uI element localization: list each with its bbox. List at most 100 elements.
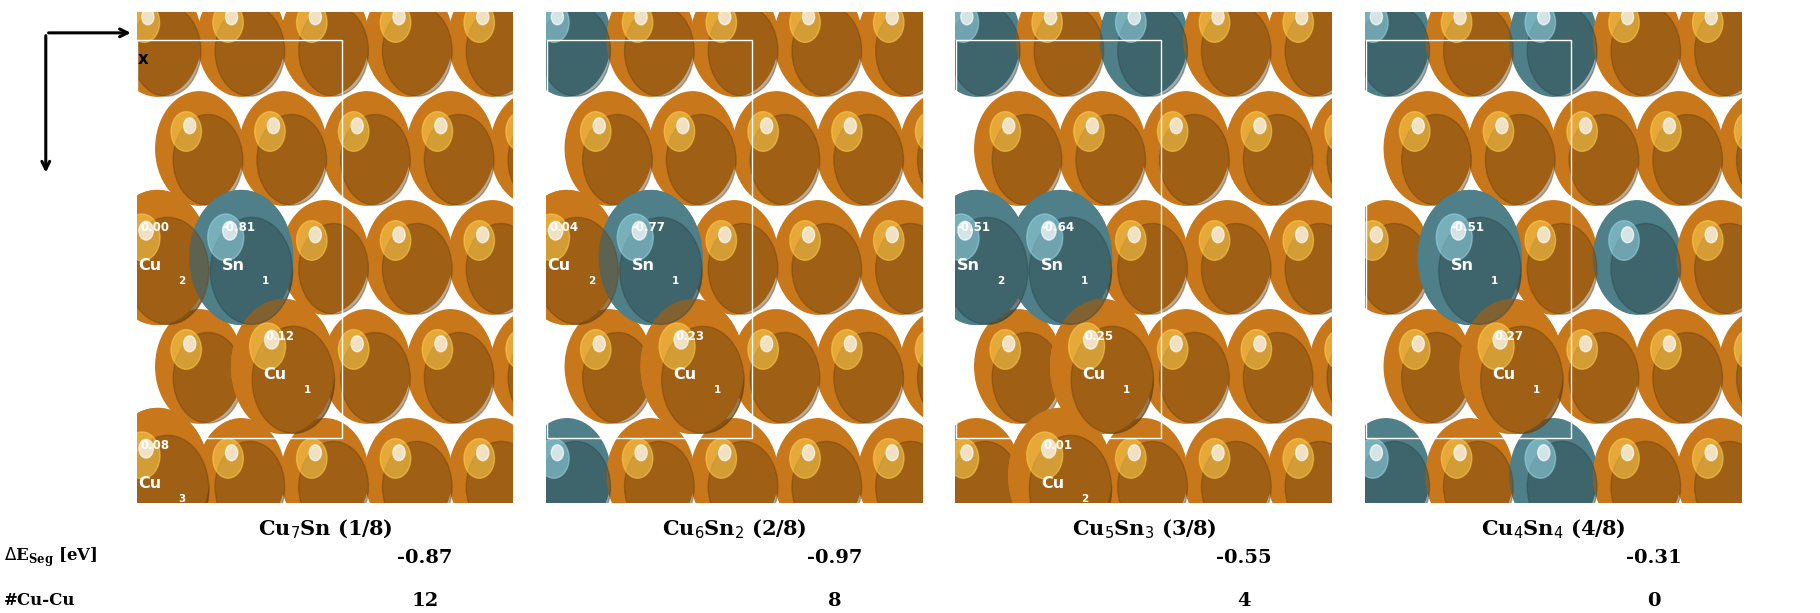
Circle shape [1538,9,1551,25]
Text: -0.51: -0.51 [1451,221,1483,234]
Circle shape [901,310,986,423]
Circle shape [1478,323,1514,370]
Circle shape [1254,118,1267,134]
Circle shape [537,218,619,324]
Circle shape [211,218,293,324]
Circle shape [366,0,451,96]
Circle shape [106,191,209,324]
Text: -0.97: -0.97 [806,549,863,567]
Circle shape [1370,9,1383,25]
Circle shape [934,0,1019,96]
Text: Cu: Cu [548,258,571,273]
Text: 0.25: 0.25 [1085,330,1114,343]
Circle shape [1026,214,1063,261]
Circle shape [834,115,903,205]
Circle shape [1128,445,1141,461]
Circle shape [450,201,535,314]
Circle shape [775,0,861,96]
Circle shape [257,115,326,205]
Circle shape [1283,221,1314,261]
Circle shape [1325,330,1356,369]
Circle shape [1720,92,1805,205]
Circle shape [1385,92,1471,205]
Circle shape [422,330,453,369]
Circle shape [1003,336,1016,352]
Circle shape [1185,419,1270,532]
Text: 0.04: 0.04 [550,221,579,234]
Circle shape [340,115,410,205]
Circle shape [632,221,646,240]
Circle shape [790,2,821,42]
Bar [956,39,1161,438]
Circle shape [1360,441,1429,532]
Circle shape [1008,408,1112,543]
Circle shape [226,9,238,25]
Circle shape [1525,2,1556,42]
Circle shape [961,445,974,461]
Circle shape [297,2,328,42]
Circle shape [1747,118,1760,134]
Circle shape [1622,9,1634,25]
Circle shape [366,419,451,532]
Text: 2: 2 [178,276,186,286]
Circle shape [491,92,577,205]
Text: 12: 12 [411,592,439,610]
Circle shape [859,0,945,96]
Text: 2: 2 [588,276,595,286]
Circle shape [408,92,493,205]
Circle shape [976,92,1061,205]
Circle shape [450,0,535,96]
Circle shape [1651,112,1682,151]
Circle shape [1117,6,1187,96]
Circle shape [138,440,153,458]
Circle shape [324,92,410,205]
Text: 0.01: 0.01 [1043,439,1072,452]
Circle shape [1032,2,1063,42]
Circle shape [1358,2,1389,42]
Circle shape [692,201,777,314]
Circle shape [859,419,945,532]
Circle shape [593,336,606,352]
Circle shape [138,221,153,240]
Circle shape [382,224,451,314]
Text: -0.51: -0.51 [957,221,990,234]
Circle shape [1030,218,1112,324]
Circle shape [1212,9,1225,25]
Circle shape [506,112,537,151]
Circle shape [650,92,735,205]
Circle shape [1705,445,1718,461]
Circle shape [1327,332,1396,423]
Circle shape [1693,438,1724,478]
Circle shape [792,6,861,96]
Circle shape [1443,441,1512,532]
Circle shape [943,214,979,261]
Circle shape [1609,221,1640,261]
Circle shape [1072,326,1154,433]
Circle shape [1201,441,1270,532]
Circle shape [380,438,411,478]
Circle shape [1101,201,1187,314]
Text: 0.08: 0.08 [140,439,169,452]
Circle shape [1440,218,1522,324]
Circle shape [1694,224,1764,314]
Circle shape [264,330,278,349]
Circle shape [599,191,703,324]
Circle shape [477,227,490,243]
Text: 1: 1 [1123,385,1130,395]
Circle shape [1269,0,1354,96]
Circle shape [1101,0,1187,96]
Circle shape [1705,9,1718,25]
Circle shape [466,441,535,532]
Circle shape [917,332,986,423]
Circle shape [207,214,244,261]
Circle shape [1594,201,1680,314]
Circle shape [1440,218,1522,324]
Circle shape [990,112,1021,151]
Circle shape [608,0,693,96]
Circle shape [537,218,619,324]
Circle shape [599,191,703,324]
Circle shape [775,419,861,532]
Circle shape [231,300,335,433]
Circle shape [508,332,577,423]
Circle shape [298,224,368,314]
